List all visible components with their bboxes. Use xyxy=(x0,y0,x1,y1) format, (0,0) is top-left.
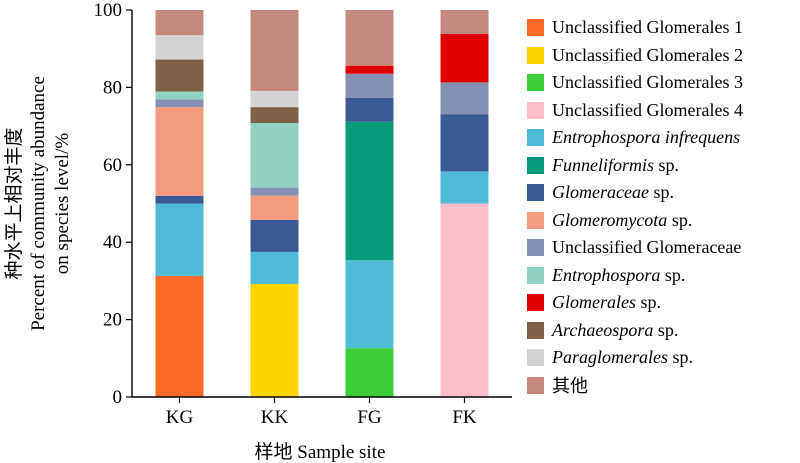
legend-swatch xyxy=(527,19,544,37)
legend: Unclassified Glomerales 1 Unclassified Gl… xyxy=(527,14,743,399)
legend-item: Entrophospora sp. xyxy=(527,262,743,290)
legend-swatch xyxy=(527,211,544,229)
legend-item: Glomeromycota sp. xyxy=(527,207,743,235)
legend-item: Archaeospora sp. xyxy=(527,317,743,345)
legend-item: Unclassified Glomerales 4 xyxy=(527,97,743,125)
bar-segment-kg-9 xyxy=(155,91,204,100)
legend-swatch xyxy=(527,184,544,202)
bar-segment-kk-9 xyxy=(250,123,299,188)
bar-segment-fg-2 xyxy=(345,348,394,397)
legend-label: Unclassified Glomerales 4 xyxy=(552,99,743,120)
legend-swatch xyxy=(527,101,544,119)
bar-segment-kk-4 xyxy=(250,251,299,284)
bar-segment-kg-11 xyxy=(155,59,204,92)
bar-segment-fg-8 xyxy=(345,73,394,98)
legend-label: Funneliformis sp. xyxy=(552,154,680,175)
axes: KG KK FG FK 0 20 40 60 80 100 xyxy=(94,0,512,428)
stacked-bar-chart: KG KK FG FK 0 20 40 60 80 100 种水平上相对丰度 Percent of … xyxy=(3,0,512,463)
legend-label: Glomeraceae sp. xyxy=(552,182,674,203)
x-tick-label: KG xyxy=(166,407,194,428)
bar-segment-fg-4 xyxy=(345,260,394,349)
bar-segment-kk-7 xyxy=(250,195,299,220)
bar-segment-kk-6 xyxy=(250,219,299,252)
legend-item: 其他 xyxy=(527,372,743,400)
y-axis-title-line-2: Percent of community abundance xyxy=(28,76,49,331)
bar-segment-kk-1 xyxy=(250,284,299,397)
y-tick-label: 20 xyxy=(103,310,122,331)
y-axis-title: 种水平上相对丰度 Percent of community abundance on… xyxy=(3,76,73,331)
legend-label: Unclassified Glomerales 3 xyxy=(552,72,743,93)
legend-label: Paraglomerales sp. xyxy=(552,347,694,368)
legend-swatch xyxy=(527,376,544,394)
bar-segment-fg-6 xyxy=(345,97,394,122)
x-tick-label: FK xyxy=(452,407,477,428)
y-tick-label: 0 xyxy=(113,387,123,408)
bar-group xyxy=(155,10,489,397)
legend-swatch xyxy=(527,321,544,339)
legend-label: Entrophospora infrequens xyxy=(552,127,741,148)
bar-segment-fk-10 xyxy=(440,34,489,83)
legend-item: Glomeraceae sp. xyxy=(527,179,743,207)
legend-swatch xyxy=(527,74,544,92)
legend-item: Glomerales sp. xyxy=(527,289,743,317)
y-axis-title-line-1: 种水平上相对丰度 xyxy=(3,127,25,279)
bar-segment-kg-12 xyxy=(155,35,204,60)
legend-label: Entrophospora sp. xyxy=(552,264,686,285)
legend-item: Unclassified Glomerales 1 xyxy=(527,14,743,42)
y-tick-label: 40 xyxy=(103,232,122,253)
legend-swatch xyxy=(527,156,544,174)
y-axis-title-line-3: on species level/% xyxy=(52,133,73,275)
x-tick-label: FG xyxy=(357,407,382,428)
legend-swatch xyxy=(527,239,544,257)
bar-segment-fk-4 xyxy=(440,171,489,204)
x-tick-label: KK xyxy=(261,407,289,428)
bar-segment-kg-4 xyxy=(155,203,204,276)
bar-segment-kk-8 xyxy=(250,187,299,196)
bar-segment-fg-13 xyxy=(345,10,394,66)
bar-segment-kk-11 xyxy=(250,107,299,123)
legend-swatch xyxy=(527,294,544,312)
bar-segment-fk-13 xyxy=(440,10,489,34)
bar-segment-kg-7 xyxy=(155,107,204,196)
bar-segment-kk-13 xyxy=(250,10,299,91)
legend-swatch xyxy=(527,46,544,64)
y-tick-label: 60 xyxy=(103,155,122,176)
bar-segment-fg-10 xyxy=(345,65,394,74)
bar-segment-fk-8 xyxy=(440,82,489,115)
y-tick-label: 80 xyxy=(103,77,122,98)
legend-item: Unclassified Glomerales 2 xyxy=(527,42,743,70)
legend-label: Unclassified Glomeraceae xyxy=(552,237,742,258)
legend-label: Glomerales sp. xyxy=(552,292,662,313)
legend-item: Paraglomerales sp. xyxy=(527,344,743,372)
legend-label: Glomeromycota sp. xyxy=(552,209,693,230)
bar-segment-fk-6 xyxy=(440,114,489,172)
bar-segment-kk-12 xyxy=(250,90,299,108)
bar-segment-kg-6 xyxy=(155,195,204,204)
legend-item: Unclassified Glomerales 3 xyxy=(527,69,743,97)
bar-segment-kg-8 xyxy=(155,99,204,108)
legend-label: Archaeospora sp. xyxy=(552,319,679,340)
legend-swatch xyxy=(527,266,544,284)
legend-item: Unclassified Glomeraceae xyxy=(527,234,743,262)
legend-item: Entrophospora infrequens xyxy=(527,124,743,152)
y-tick-label: 100 xyxy=(94,0,123,21)
bar-segment-fg-5 xyxy=(345,121,394,261)
legend-label: Unclassified Glomerales 1 xyxy=(552,17,743,38)
legend-swatch xyxy=(527,129,544,147)
bar-segment-kg-0 xyxy=(155,275,204,397)
legend-label: Unclassified Glomerales 2 xyxy=(552,44,743,65)
legend-swatch xyxy=(527,349,544,367)
legend-label: 其他 xyxy=(552,376,588,397)
x-axis-title: 样地 Sample site xyxy=(255,441,386,463)
bar-segment-fk-3 xyxy=(440,203,489,397)
bar-segment-kg-13 xyxy=(155,10,204,36)
legend-item: Funneliformis sp. xyxy=(527,152,743,180)
